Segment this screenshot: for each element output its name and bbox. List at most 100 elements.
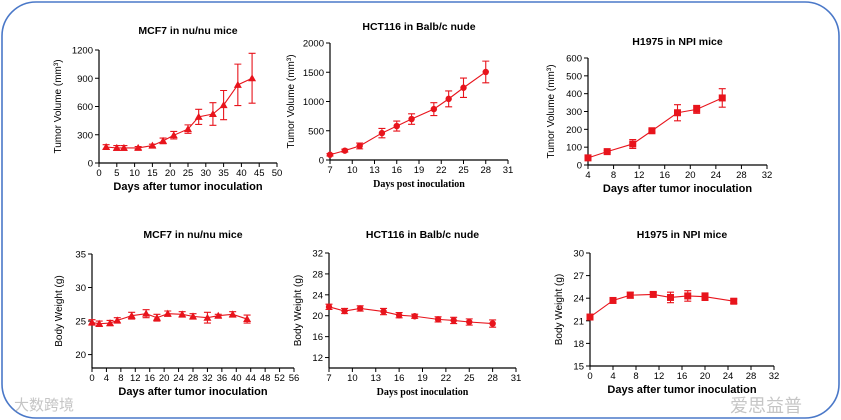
chart-1: MCF7 in nu/nu mice 0 5 10 15 20 25 30 35 40 45 50 0 3… [53,25,282,193]
data-point-square [674,109,681,117]
x-tick-label: 13 [370,373,381,384]
data-point-square [693,105,701,113]
x-tick-label: 10 [129,168,140,179]
watermark-left: 大数跨境 [14,396,75,414]
y-tick-label: 21 [573,316,584,327]
y-tick-label: 30 [75,283,86,294]
x-tick-label: 32 [762,170,773,181]
y-tick-label: 20 [312,311,323,322]
chart-title: MCF7 in nu/nu mice [138,25,237,37]
data-point-circle [356,305,364,312]
y-tick-label: 25 [75,317,86,328]
x-tick-label: 0 [587,371,592,382]
data-point-circle [393,122,400,130]
x-tick-label: 4 [585,170,590,181]
data-point-circle [430,105,438,113]
x-tick-label: 56 [289,373,300,384]
x-axis-label: Days after tumor inoculation [113,181,262,193]
x-tick-label: 7 [326,373,331,384]
series-line [106,77,253,149]
x-tick-label: 19 [414,165,425,176]
data-point-triangle [112,143,121,151]
x-tick-label: 28 [480,165,491,176]
y-tick-label: 1500 [303,68,324,79]
data-point-circle [378,129,386,137]
x-axis-label: Days after tumor inoculation [603,183,752,195]
data-point-triangle [119,143,128,151]
x-tick-label: 25 [458,165,469,176]
x-tick-label: 40 [231,373,242,384]
x-tick-label: 10 [347,373,358,384]
y-tick-label: 35 [75,250,86,261]
x-tick-label: 25 [183,168,194,179]
x-tick-label: 10 [347,165,358,176]
data-point-triangle [142,309,151,317]
x-axis-label: Days after tumor inoculation [118,386,267,398]
x-tick-label: 12 [654,371,665,382]
y-tick-label: 100 [566,143,582,154]
y-tick-label: 24 [573,294,584,305]
data-point-square [730,297,738,305]
x-tick-label: 24 [711,170,722,181]
data-point-triangle [113,316,122,324]
data-point-square [649,290,657,298]
data-point-circle [434,316,442,323]
y-tick-label: 15 [573,362,584,373]
data-point-circle [445,95,452,103]
y-axis-label: Tumor Volume (mm³) [546,64,557,158]
x-tick-label: 8 [118,373,123,384]
x-tick-label: 50 [272,168,283,179]
data-point-circle [450,317,457,324]
chart-title: HCT116 in Balb/c nude [366,229,479,241]
data-point-circle [489,320,496,327]
chart-5: HCT116 in Balb/c nude 7 10 13 16 19 22 25 28 31 12… [293,229,521,398]
x-tick-label: 20 [165,168,176,179]
x-tick-label: 28 [746,371,757,382]
x-tick-label: 25 [464,373,475,384]
x-tick-label: 35 [218,168,229,179]
x-tick-label: 30 [201,168,212,179]
x-tick-label: 16 [659,170,670,181]
x-tick-label: 20 [700,371,711,382]
data-point-triangle [219,101,228,109]
chart-title: H1975 in NPI mice [637,229,728,241]
y-tick-label: 500 [308,126,324,137]
data-point-circle [395,312,403,319]
y-tick-label: 200 [566,125,582,136]
y-tick-label: 32 [312,249,323,260]
data-point-triangle [152,313,161,321]
y-tick-label: 500 [566,71,582,82]
y-tick-label: 300 [566,107,582,118]
data-point-square [667,293,674,301]
x-tick-label: 15 [147,168,158,179]
x-tick-label: 32 [769,371,780,382]
x-tick-label: 52 [274,373,285,384]
data-point-circle [341,147,349,154]
x-tick-label: 4 [610,371,615,382]
x-tick-label: 19 [417,373,428,384]
y-tick-label: 1000 [303,97,324,108]
data-point-circle [356,142,363,150]
y-tick-label: 24 [312,290,323,301]
x-tick-label: 20 [159,373,170,384]
data-point-circle [460,84,467,91]
y-tick-label: 600 [566,54,582,65]
data-point-square [629,140,637,148]
y-tick-label: 0 [577,161,582,172]
data-point-triangle [214,311,223,319]
x-tick-label: 12 [130,373,141,384]
data-point-triangle [228,310,237,318]
y-tick-label: 28 [312,269,323,280]
y-tick-label: 600 [77,102,93,113]
y-axis-label: Body Weight (g) [54,275,65,347]
data-point-triangle [102,142,111,150]
data-point-circle [408,115,415,123]
y-tick-label: 27 [573,271,584,282]
x-tick-label: 40 [236,168,247,179]
x-axis-label: Days post inoculation [373,179,465,190]
data-point-square [718,94,726,102]
x-tick-label: 48 [260,373,271,384]
x-tick-label: 16 [394,373,405,384]
data-point-triangle [163,309,172,317]
data-point-triangle [203,313,212,321]
